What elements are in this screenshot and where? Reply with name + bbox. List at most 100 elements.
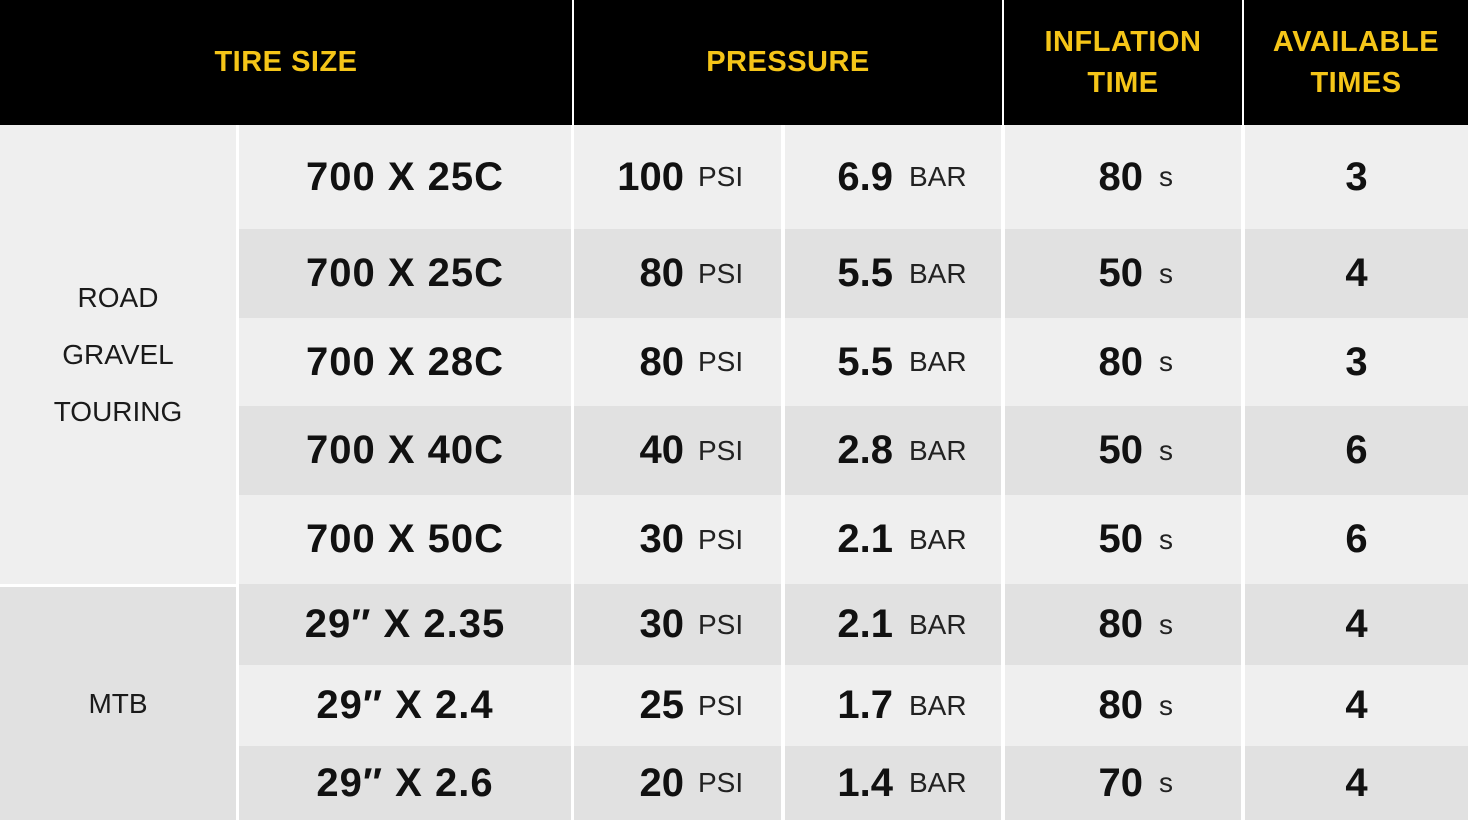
psi-cell <box>574 229 781 318</box>
available-times-value: 6 <box>1345 517 1368 561</box>
available-times-value: 6 <box>1345 428 1368 472</box>
tire-size-cell: 700 X 25C <box>239 125 571 229</box>
inflation-time-unit: s <box>1159 161 1173 192</box>
tire-size-value: 700 X 28C <box>305 339 505 384</box>
bar-value: 1.4 <box>837 760 893 805</box>
time-unit-cell: s <box>1159 406 1199 495</box>
psi-unit: PSI <box>698 434 744 466</box>
time-number-cell: 50 <box>1005 406 1144 495</box>
psi-unit: PSI <box>698 767 744 798</box>
bar-unit: BAR <box>909 523 967 555</box>
tire-size-value: 29″ X 2.4 <box>316 683 494 727</box>
psi-value: 80 <box>639 251 685 295</box>
bar-unit: BAR <box>909 257 967 289</box>
available-times-cell: 6 <box>1245 406 1468 495</box>
bar-cell <box>785 665 1001 746</box>
inflation-time-unit: s <box>1159 346 1173 377</box>
inflation-time-value: 80 <box>1098 339 1144 384</box>
bar-unit-cell: BAR <box>909 125 999 229</box>
psi-value: 25 <box>639 683 685 727</box>
available-times-value: 4 <box>1345 251 1368 295</box>
psi-unit-cell: PSI <box>698 665 778 746</box>
category-cell: ROAD GRAVEL TOURING <box>0 125 236 584</box>
header-pressure: PRESSURE <box>574 0 1002 125</box>
bar-unit-cell: BAR <box>909 229 999 318</box>
bar-unit: BAR <box>909 608 967 640</box>
available-times-value: 3 <box>1345 154 1368 199</box>
bar-value: 6.9 <box>837 154 893 199</box>
bar-number-cell: 6.9 <box>785 125 893 229</box>
bar-number-cell: 1.4 <box>785 746 893 820</box>
header-pressure-label: PRESSURE <box>706 46 870 78</box>
header-available-times-line: TIMES <box>1310 66 1402 99</box>
category-label: GRAVEL <box>62 339 174 370</box>
bar-cell <box>785 746 1001 820</box>
header-inflation-time-line: INFLATION <box>1044 25 1202 58</box>
inflation-time-cell <box>1005 125 1241 229</box>
time-unit-cell: s <box>1159 125 1199 229</box>
time-unit-cell: s <box>1159 495 1199 584</box>
psi-unit: PSI <box>698 346 744 377</box>
time-number-cell: 80 <box>1005 584 1144 665</box>
bar-value: 2.8 <box>837 428 893 472</box>
inflation-time-cell <box>1005 406 1241 495</box>
tire-size-value: 700 X 50C <box>305 517 505 561</box>
header-inflation-time-line: TIME <box>1087 66 1159 99</box>
psi-number-cell: 25 <box>574 665 685 746</box>
bar-value: 2.1 <box>837 602 893 646</box>
time-number-cell: 80 <box>1005 125 1144 229</box>
inflation-time-unit: s <box>1159 608 1173 640</box>
bar-unit-cell: BAR <box>909 746 999 820</box>
bar-cell <box>785 406 1001 495</box>
bar-unit-cell: BAR <box>909 495 999 584</box>
psi-cell <box>574 318 781 406</box>
inflation-time-cell <box>1005 665 1241 746</box>
tire-size-cell: 700 X 50C <box>239 495 571 584</box>
psi-cell <box>574 495 781 584</box>
psi-number-cell: 80 <box>574 229 685 318</box>
tire-size-value: 700 X 25C <box>305 251 505 295</box>
inflation-time-unit: s <box>1159 767 1173 798</box>
psi-value: 40 <box>639 428 685 472</box>
time-number-cell: 80 <box>1005 318 1144 406</box>
tire-size-value: 700 X 25C <box>305 154 505 199</box>
header-inflation-time: INFLATION TIME <box>1004 0 1242 125</box>
psi-value: 100 <box>617 154 684 199</box>
bar-cell <box>785 584 1001 665</box>
tire-size-cell: 29″ X 2.35 <box>239 584 571 665</box>
available-times-value: 4 <box>1345 760 1368 805</box>
inflation-time-value: 80 <box>1098 683 1144 727</box>
bar-number-cell: 1.7 <box>785 665 893 746</box>
inflation-time-value: 80 <box>1098 154 1144 199</box>
bar-value: 1.7 <box>837 683 893 727</box>
bar-value: 2.1 <box>837 517 893 561</box>
bar-value: 5.5 <box>837 339 893 384</box>
inflation-time-unit: s <box>1159 257 1173 289</box>
psi-cell <box>574 584 781 665</box>
inflation-time-cell <box>1005 495 1241 584</box>
available-times-cell: 4 <box>1245 584 1468 665</box>
time-unit-cell: s <box>1159 229 1199 318</box>
inflation-time-value: 50 <box>1098 517 1144 561</box>
psi-unit-cell: PSI <box>698 229 778 318</box>
inflation-time-value: 50 <box>1098 251 1144 295</box>
time-unit-cell: s <box>1159 665 1199 746</box>
category-label: MTB <box>88 688 148 719</box>
bar-number-cell: 5.5 <box>785 229 893 318</box>
psi-unit: PSI <box>698 689 744 721</box>
inflation-time-unit: s <box>1159 689 1173 721</box>
psi-unit: PSI <box>698 523 744 555</box>
psi-unit: PSI <box>698 257 744 289</box>
available-times-cell: 6 <box>1245 495 1468 584</box>
time-unit-cell: s <box>1159 746 1199 820</box>
bar-cell <box>785 229 1001 318</box>
category-label: ROAD <box>77 282 159 313</box>
psi-number-cell: 40 <box>574 406 685 495</box>
psi-unit-cell: PSI <box>698 495 778 584</box>
bar-cell <box>785 125 1001 229</box>
tire-size-cell: 29″ X 2.6 <box>239 746 571 820</box>
psi-unit-cell: PSI <box>698 406 778 495</box>
tire-size-value: 29″ X 2.6 <box>316 760 494 805</box>
bar-number-cell: 2.8 <box>785 406 893 495</box>
time-unit-cell: s <box>1159 318 1199 406</box>
